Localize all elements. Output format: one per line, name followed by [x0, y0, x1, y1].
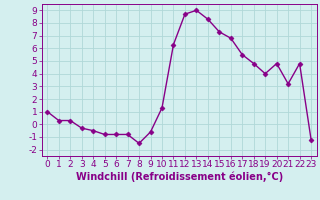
X-axis label: Windchill (Refroidissement éolien,°C): Windchill (Refroidissement éolien,°C) — [76, 172, 283, 182]
